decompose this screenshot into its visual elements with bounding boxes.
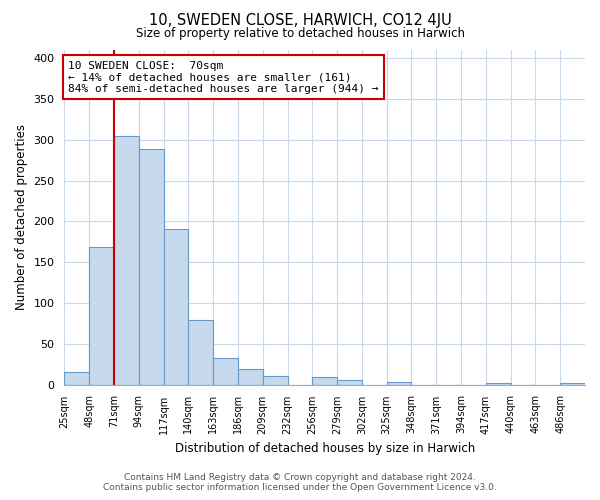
Bar bbox=[238, 369, 263, 384]
Bar bbox=[263, 376, 287, 384]
Bar bbox=[560, 383, 585, 384]
Bar bbox=[164, 228, 188, 384]
Bar bbox=[337, 380, 362, 384]
Bar bbox=[64, 372, 89, 384]
X-axis label: Distribution of detached houses by size in Harwich: Distribution of detached houses by size … bbox=[175, 442, 475, 455]
Y-axis label: Number of detached properties: Number of detached properties bbox=[15, 124, 28, 310]
Bar bbox=[213, 358, 238, 384]
Text: 10 SWEDEN CLOSE:  70sqm
← 14% of detached houses are smaller (161)
84% of semi-d: 10 SWEDEN CLOSE: 70sqm ← 14% of detached… bbox=[68, 60, 379, 94]
Bar bbox=[89, 248, 114, 384]
Text: Size of property relative to detached houses in Harwich: Size of property relative to detached ho… bbox=[136, 28, 464, 40]
Bar bbox=[139, 148, 164, 384]
Bar bbox=[114, 136, 139, 384]
Bar bbox=[313, 377, 337, 384]
Bar bbox=[188, 320, 213, 384]
Text: 10, SWEDEN CLOSE, HARWICH, CO12 4JU: 10, SWEDEN CLOSE, HARWICH, CO12 4JU bbox=[149, 12, 451, 28]
Text: Contains HM Land Registry data © Crown copyright and database right 2024.
Contai: Contains HM Land Registry data © Crown c… bbox=[103, 473, 497, 492]
Bar bbox=[386, 382, 412, 384]
Bar bbox=[486, 383, 511, 384]
